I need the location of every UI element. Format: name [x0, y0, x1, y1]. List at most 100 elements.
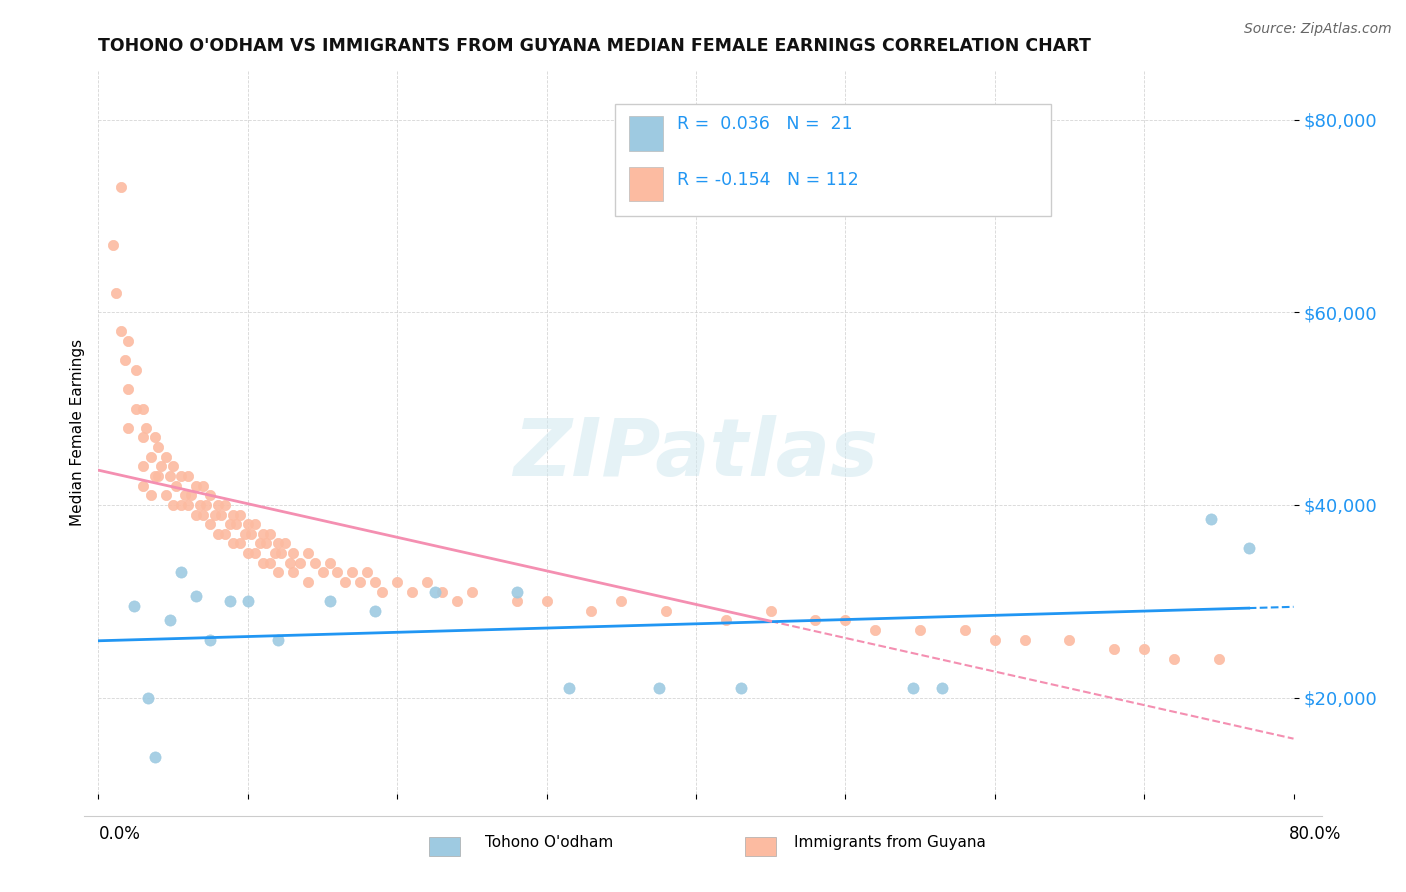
Point	[214, 526, 236, 541]
Point	[270, 546, 292, 560]
Point	[304, 556, 326, 570]
Point	[342, 566, 364, 580]
Point	[364, 604, 387, 618]
Point	[239, 526, 262, 541]
Point	[536, 594, 558, 608]
Point	[364, 574, 387, 589]
Point	[219, 517, 242, 532]
Point	[908, 623, 931, 637]
Point	[1237, 541, 1260, 556]
Point	[229, 536, 252, 550]
Point	[349, 574, 371, 589]
Point	[132, 478, 155, 492]
Point	[865, 623, 887, 637]
Point	[385, 574, 409, 589]
Text: R =  0.036   N =  21: R = 0.036 N = 21	[676, 115, 852, 133]
Point	[371, 584, 394, 599]
Point	[1201, 512, 1223, 526]
Point	[506, 594, 529, 608]
Point	[236, 594, 259, 608]
Point	[184, 478, 207, 492]
Point	[281, 566, 304, 580]
Point	[1208, 652, 1230, 666]
Point	[263, 546, 285, 560]
Point	[953, 623, 976, 637]
Point	[267, 536, 290, 550]
Point	[297, 574, 319, 589]
Point	[416, 574, 439, 589]
Point	[177, 469, 200, 483]
Point	[759, 604, 782, 618]
Point	[110, 180, 132, 194]
Point	[174, 488, 197, 502]
Point	[222, 508, 245, 522]
Point	[356, 566, 378, 580]
Y-axis label: Median Female Earnings: Median Female Earnings	[69, 339, 84, 526]
Point	[288, 556, 311, 570]
Point	[259, 526, 281, 541]
Text: Tohono O'odham: Tohono O'odham	[485, 836, 613, 850]
Point	[105, 285, 128, 300]
Point	[252, 556, 274, 570]
Point	[931, 681, 953, 695]
Point	[200, 517, 222, 532]
Text: 0.0%: 0.0%	[98, 825, 141, 843]
Point	[254, 536, 277, 550]
Point	[162, 498, 184, 512]
Point	[655, 604, 678, 618]
Point	[730, 681, 752, 695]
Point	[1014, 632, 1036, 647]
Point	[177, 498, 200, 512]
Point	[207, 498, 229, 512]
Point	[219, 594, 242, 608]
Point	[169, 469, 191, 483]
Text: TOHONO O'ODHAM VS IMMIGRANTS FROM GUYANA MEDIAN FEMALE EARNINGS CORRELATION CHAR: TOHONO O'ODHAM VS IMMIGRANTS FROM GUYANA…	[98, 37, 1091, 54]
Point	[117, 382, 139, 396]
Point	[297, 546, 319, 560]
Point	[191, 478, 214, 492]
Point	[267, 632, 290, 647]
Point	[143, 469, 166, 483]
Point	[423, 584, 446, 599]
Point	[647, 681, 669, 695]
Point	[274, 536, 297, 550]
Point	[132, 401, 155, 416]
Point	[150, 459, 173, 474]
Point	[901, 681, 924, 695]
Point	[225, 517, 247, 532]
Point	[159, 469, 181, 483]
Point	[117, 421, 139, 435]
Point	[155, 450, 177, 464]
Point	[148, 440, 170, 454]
Point	[143, 750, 166, 764]
Bar	[628, 167, 662, 202]
Point	[180, 488, 202, 502]
Point	[245, 517, 267, 532]
Point	[558, 681, 581, 695]
Point	[430, 584, 453, 599]
Point	[165, 478, 187, 492]
Text: 80.0%: 80.0%	[1288, 825, 1341, 843]
Point	[249, 536, 271, 550]
Point	[714, 614, 737, 628]
Point	[110, 325, 132, 339]
Text: Immigrants from Guyana: Immigrants from Guyana	[794, 836, 986, 850]
Point	[214, 498, 236, 512]
Point	[259, 556, 281, 570]
Point	[184, 508, 207, 522]
Point	[103, 237, 125, 252]
Point	[319, 556, 342, 570]
Point	[200, 632, 222, 647]
Point	[1163, 652, 1185, 666]
Point	[148, 469, 170, 483]
Point	[117, 334, 139, 348]
Point	[1104, 642, 1126, 657]
Point	[245, 546, 267, 560]
Point	[125, 363, 148, 377]
Point	[125, 401, 148, 416]
Point	[136, 690, 159, 705]
Point	[267, 566, 290, 580]
Text: ZIPatlas: ZIPatlas	[513, 416, 879, 493]
Point	[461, 584, 484, 599]
Point	[401, 584, 423, 599]
